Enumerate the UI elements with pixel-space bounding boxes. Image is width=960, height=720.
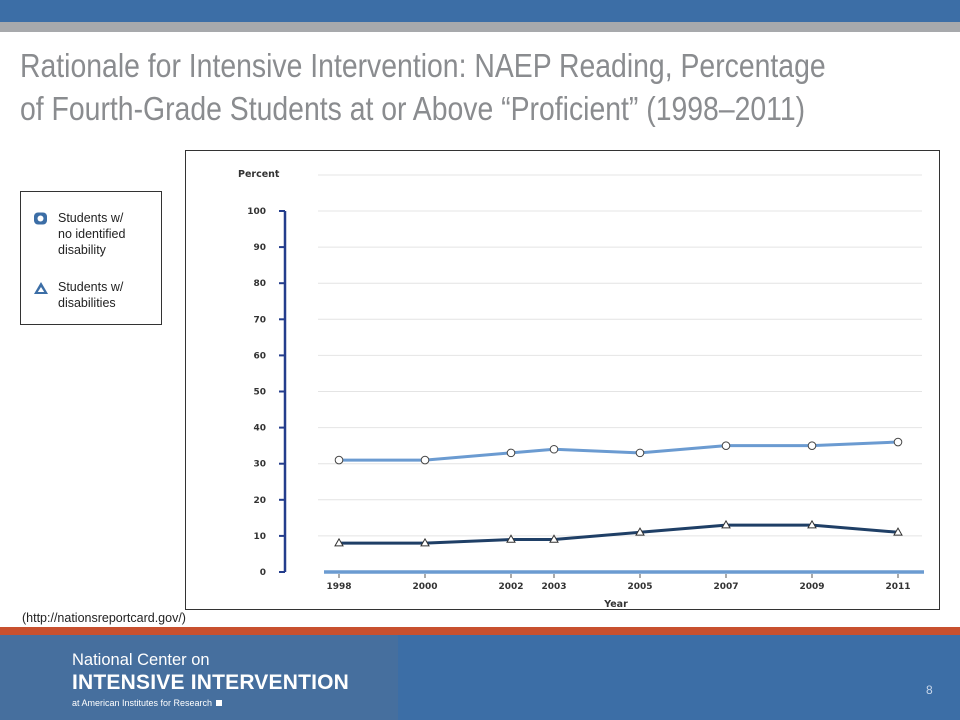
y-axis-label: Percent	[238, 169, 280, 180]
chart-legend: Students w/ no identified disability Stu…	[20, 191, 162, 325]
data-point-triangle	[721, 519, 731, 529]
x-tick-label: 1998	[326, 582, 351, 592]
y-tick-label: 40	[253, 424, 266, 434]
legend-triangle-icon	[34, 282, 48, 294]
x-tick-label: 2003	[541, 582, 566, 592]
legend-label-line: disabilities	[58, 296, 116, 310]
y-tick-label: 10	[253, 532, 266, 542]
data-point-triangle	[635, 527, 645, 536]
x-tick-label: 2000	[412, 582, 437, 592]
legend-label-line: Students w/	[58, 211, 124, 225]
source-citation: (http://nationsreportcard.gov/)	[22, 611, 186, 625]
data-point-triangle	[420, 537, 430, 547]
grid-lines	[318, 174, 922, 537]
square-icon	[216, 700, 223, 706]
x-ticks: 1998 2000 2002 2003 2005 2007 2009 2011	[326, 574, 911, 592]
page-number: 8	[926, 683, 933, 697]
data-point-circle	[807, 441, 817, 450]
footer-stripe	[0, 627, 960, 635]
legend-label-line: disability	[58, 243, 106, 257]
y-ticks: 0 10 20 30 40 50 60 70 80 90 100	[247, 207, 285, 578]
slide-title-line-2: of Fourth-Grade Students at or Above “Pr…	[20, 90, 806, 127]
top-stripe	[0, 22, 960, 32]
footer: National Center on INTENSIVE INTERVENTIO…	[0, 635, 960, 720]
data-point-circle	[893, 437, 903, 447]
top-bar	[0, 0, 960, 22]
series-line	[339, 523, 899, 545]
data-point-circle	[635, 448, 645, 458]
y-tick-label: 50	[253, 388, 266, 398]
x-tick-label: 2011	[885, 582, 910, 592]
data-point-triangle	[506, 534, 516, 543]
data-point-triangle	[334, 537, 344, 547]
legend-label-line: no identified	[58, 227, 126, 241]
x-tick-label: 2002	[498, 582, 523, 592]
y-tick-label: 80	[253, 279, 266, 289]
chart-frame: 0 10 20 30 40 50 60 70 80 90 100 1998 2000 2002 2003 2…	[185, 150, 940, 610]
x-tick-label: 2009	[799, 582, 824, 592]
series-line	[339, 440, 899, 462]
line-chart: 0 10 20 30 40 50 60 70 80 90 100 1998 2000 2002 2003 2…	[238, 169, 924, 609]
org-affiliation: at American Institutes for Research	[72, 698, 213, 708]
y-tick-label: 90	[253, 243, 266, 253]
data-point-triangle	[549, 534, 559, 543]
y-tick-label: 60	[253, 351, 266, 361]
series-no-disability	[334, 437, 903, 465]
slide-title: Rationale for Intensive Intervention: NA…	[20, 44, 826, 130]
series-layer	[334, 437, 903, 547]
org-name-line-3: at American Institutes for Research	[72, 698, 223, 708]
data-point-circle	[506, 448, 516, 458]
legend-label-line: Students w/	[58, 280, 124, 294]
data-point-circle	[334, 455, 344, 465]
data-point-circle	[721, 441, 731, 450]
slide-title-line-1: Rationale for Intensive Intervention: NA…	[20, 47, 826, 84]
x-tick-label: 2007	[713, 582, 738, 592]
footer-logo-panel: National Center on INTENSIVE INTERVENTIO…	[0, 635, 398, 720]
legend-label-no-disability: Students w/ no identified disability	[58, 210, 125, 258]
data-point-circle	[549, 444, 559, 454]
x-axis-label: Year	[603, 599, 628, 609]
y-tick-label: 30	[253, 460, 266, 470]
y-tick-label: 100	[247, 207, 266, 217]
legend-label-disabilities: Students w/ disabilities	[58, 279, 123, 311]
legend-circle-icon	[34, 212, 47, 225]
data-point-triangle	[893, 527, 903, 536]
y-tick-label: 20	[253, 496, 266, 506]
data-point-triangle	[807, 519, 817, 529]
y-tick-label: 70	[253, 315, 266, 325]
series-disabilities	[334, 519, 903, 547]
y-tick-label: 0	[260, 568, 266, 578]
x-tick-label: 2005	[627, 582, 652, 592]
data-point-circle	[420, 455, 430, 465]
org-name-line-1: National Center on	[72, 651, 210, 669]
org-name-line-2: INTENSIVE INTERVENTION	[72, 671, 350, 694]
